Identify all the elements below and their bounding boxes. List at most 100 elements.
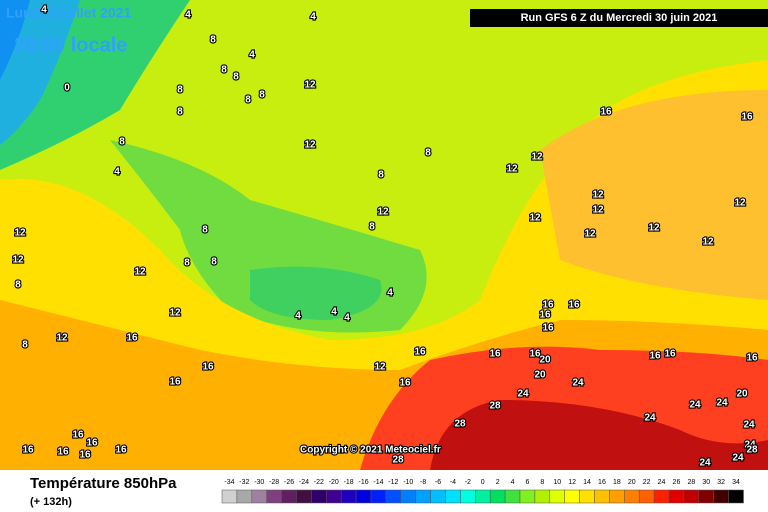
contour-label: 16 (746, 353, 758, 364)
scale-label: -28 (269, 479, 279, 486)
scale-label: -26 (284, 479, 294, 486)
contour-label: 4 (310, 12, 316, 23)
scale-swatch (281, 489, 297, 504)
contour-label: 12 (56, 333, 68, 344)
contour-label: 24 (716, 398, 728, 409)
scale-swatch (638, 489, 655, 504)
scale-label: -22 (314, 479, 324, 486)
scale-swatch (549, 489, 565, 504)
contour-label: 16 (568, 300, 580, 311)
colder-zone (0, 0, 30, 80)
contour-label: 8 (221, 65, 227, 76)
contour-label: 8 (245, 95, 251, 106)
contour-label: 16 (649, 351, 661, 362)
contour-label: 16 (542, 323, 554, 334)
contour-label: 12 (377, 207, 389, 218)
contour-label: 16 (399, 378, 411, 389)
contour-label: 12 (592, 190, 604, 201)
hottest-zone (430, 400, 768, 470)
contour-label: 8 (233, 72, 239, 83)
contour-label: 8 (202, 225, 208, 236)
scale-swatch (296, 489, 312, 504)
legend-lead: (+ 132h) (30, 496, 72, 508)
scale-label: -2 (465, 479, 471, 486)
scale-swatch (564, 489, 580, 504)
contour-label: 24 (689, 400, 701, 411)
scale-label: 2 (496, 479, 500, 486)
scale-swatch (519, 489, 536, 504)
contour-label: 8 (211, 257, 217, 268)
contour-label: 16 (539, 310, 551, 321)
scale-swatch (489, 489, 506, 504)
scale-label: 32 (717, 479, 725, 486)
cool-pocket (250, 266, 382, 320)
contour-label: 4 (344, 313, 350, 324)
contour-label: 12 (529, 213, 541, 224)
scale-swatch (385, 489, 402, 504)
contour-label: 16 (529, 349, 541, 360)
contour-label: 16 (489, 349, 501, 360)
scale-label: -10 (403, 479, 413, 486)
warm-east (540, 90, 768, 300)
scale-swatch (266, 489, 282, 504)
scale-swatch (221, 489, 238, 504)
contour-label: 12 (584, 229, 596, 240)
scale-label: 30 (702, 479, 710, 486)
contour-label: 16 (72, 430, 84, 441)
contour-label: 4 (41, 5, 47, 16)
scale-swatch (683, 489, 700, 504)
contour-label: 24 (644, 413, 656, 424)
contour-label: 12 (169, 308, 181, 319)
contour-label: 12 (648, 223, 660, 234)
legend-title: Température 850hPa (30, 475, 177, 492)
scale-label: 18 (613, 479, 621, 486)
contour-label: 24 (744, 440, 756, 451)
contour-label: 16 (542, 300, 554, 311)
scale-label: -12 (388, 479, 398, 486)
contour-label: 16 (414, 347, 426, 358)
contour-label: 28 (489, 401, 501, 412)
scale-swatch (579, 489, 595, 504)
scale-swatch (400, 489, 416, 504)
scale-label: -32 (239, 479, 249, 486)
contour-label: 16 (600, 107, 612, 118)
scale-swatch (370, 489, 387, 504)
contour-label: 0 (64, 83, 70, 94)
contour-label: 8 (210, 35, 216, 46)
contour-label: 16 (22, 445, 34, 456)
contour-label: 12 (304, 80, 316, 91)
scale-label: -20 (329, 479, 339, 486)
contour-label: 24 (743, 420, 755, 431)
scale-swatch (445, 489, 461, 504)
contour-label: 24 (699, 458, 711, 469)
contour-label: 12 (531, 152, 543, 163)
scale-label: 26 (673, 479, 681, 486)
contour-label: 16 (169, 377, 181, 388)
date: Lundi 5 juillet 2021 (6, 5, 131, 21)
scale-swatch (311, 489, 327, 504)
contour-label: 16 (57, 447, 69, 458)
contour-label: 16 (86, 438, 98, 449)
contour-label: 16 (741, 112, 753, 123)
contour-label: 4 (295, 311, 301, 322)
scale-swatch (430, 489, 446, 504)
scale-label: 8 (540, 479, 544, 486)
contour-label: 4 (249, 50, 255, 61)
scale-swatch (609, 489, 625, 504)
cold-zone (0, 0, 80, 145)
contour-label: 8 (425, 148, 431, 159)
run-info: Run GFS 6 Z du Mercredi 30 juin 2021 (521, 12, 718, 24)
scale-label: -8 (420, 479, 426, 486)
contour-label: 24 (517, 389, 529, 400)
scale-label: -30 (254, 479, 264, 486)
scale-swatch (594, 489, 610, 504)
scale-label: 28 (687, 479, 695, 486)
run-box (470, 9, 768, 27)
scale-swatch (698, 489, 714, 504)
scale-swatch (460, 489, 476, 504)
scale-swatch (236, 489, 253, 504)
contour-label: 12 (374, 362, 386, 373)
contour-label: 8 (259, 90, 265, 101)
contour-label: 24 (572, 378, 584, 389)
